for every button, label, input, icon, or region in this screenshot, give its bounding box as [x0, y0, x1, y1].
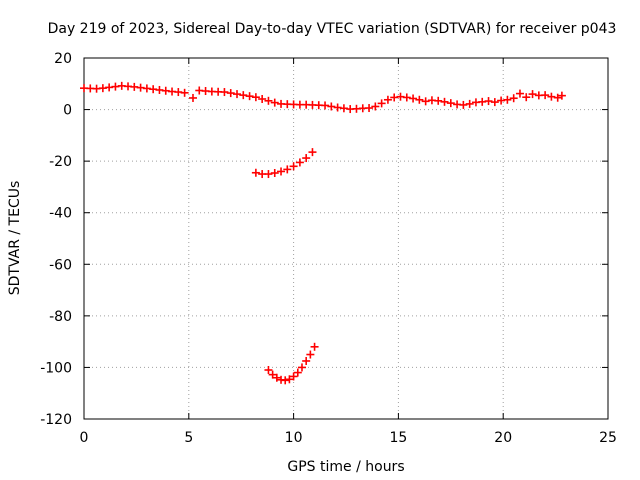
series-main-track	[80, 81, 566, 114]
data-point	[484, 97, 493, 106]
data-markers	[80, 81, 566, 385]
data-point	[226, 89, 235, 98]
data-point	[251, 93, 260, 102]
data-point	[220, 88, 229, 97]
data-point	[277, 167, 286, 176]
data-point	[289, 372, 298, 381]
data-point	[327, 102, 336, 111]
y-tick-label: -80	[49, 309, 72, 325]
data-point	[503, 95, 512, 104]
data-point	[553, 93, 562, 102]
y-tick-label: 20	[54, 51, 72, 67]
data-point	[188, 93, 197, 102]
ticks	[83, 57, 609, 420]
data-point	[383, 95, 392, 104]
data-point	[251, 168, 260, 177]
data-point	[233, 90, 242, 99]
data-point	[270, 98, 279, 107]
data-point	[245, 92, 254, 101]
data-point	[465, 99, 474, 108]
y-tick-label: -120	[40, 412, 72, 428]
x-tick-label: 0	[80, 430, 89, 446]
data-point	[365, 104, 374, 113]
data-point	[515, 89, 524, 98]
chart-title: Day 219 of 2023, Sidereal Day-to-day VTE…	[48, 21, 617, 37]
data-point	[321, 101, 330, 110]
data-point	[310, 342, 319, 351]
data-point	[302, 154, 311, 163]
data-point	[541, 91, 550, 100]
data-point	[509, 94, 518, 103]
tick-labels: 0 5 10 15 20 25 20 0 -20 -40 -60 -80 -100 -120	[40, 51, 617, 446]
data-point	[289, 162, 298, 171]
data-point	[258, 94, 267, 103]
data-point	[528, 90, 537, 99]
data-point	[281, 376, 290, 385]
grid	[84, 58, 608, 419]
data-point	[402, 93, 411, 102]
x-tick-label: 10	[285, 430, 303, 446]
data-point	[409, 94, 418, 103]
data-point	[264, 96, 273, 105]
data-point	[272, 373, 281, 382]
data-point	[377, 99, 386, 108]
data-point	[434, 96, 443, 105]
data-point	[283, 165, 292, 174]
data-point	[264, 170, 273, 179]
data-point	[446, 99, 455, 108]
data-point	[297, 363, 306, 372]
data-point	[371, 102, 380, 111]
data-point	[239, 91, 248, 100]
data-point	[302, 356, 311, 365]
x-axis-label: GPS time / hours	[287, 459, 404, 475]
x-tick-label: 20	[494, 430, 512, 446]
plot-frame	[83, 57, 609, 420]
x-tick-label: 5	[184, 430, 193, 446]
x-tick-label: 25	[599, 430, 617, 446]
data-point	[180, 88, 189, 97]
y-tick-label: 0	[63, 103, 72, 119]
y-axis-label: SDTVAR / TECUs	[7, 181, 23, 296]
series-lower-arc	[264, 342, 319, 385]
series-upper-arc	[251, 148, 317, 179]
data-point	[459, 100, 468, 109]
data-point	[440, 97, 449, 106]
data-point	[293, 368, 302, 377]
data-point	[415, 95, 424, 104]
y-tick-label: -100	[40, 360, 72, 376]
data-point	[547, 92, 556, 101]
y-tick-label: -60	[49, 257, 72, 273]
x-tick-label: 15	[389, 430, 407, 446]
data-point	[285, 375, 294, 384]
data-point	[270, 169, 279, 178]
data-point	[295, 158, 304, 167]
data-point	[268, 370, 277, 379]
y-tick-label: -20	[49, 154, 72, 170]
data-point	[421, 97, 430, 106]
data-point	[522, 93, 531, 102]
y-tick-label: -40	[49, 206, 72, 222]
data-point	[490, 98, 499, 107]
data-point	[557, 91, 566, 100]
data-point	[306, 350, 315, 359]
data-point	[264, 366, 273, 375]
data-point	[308, 148, 317, 157]
